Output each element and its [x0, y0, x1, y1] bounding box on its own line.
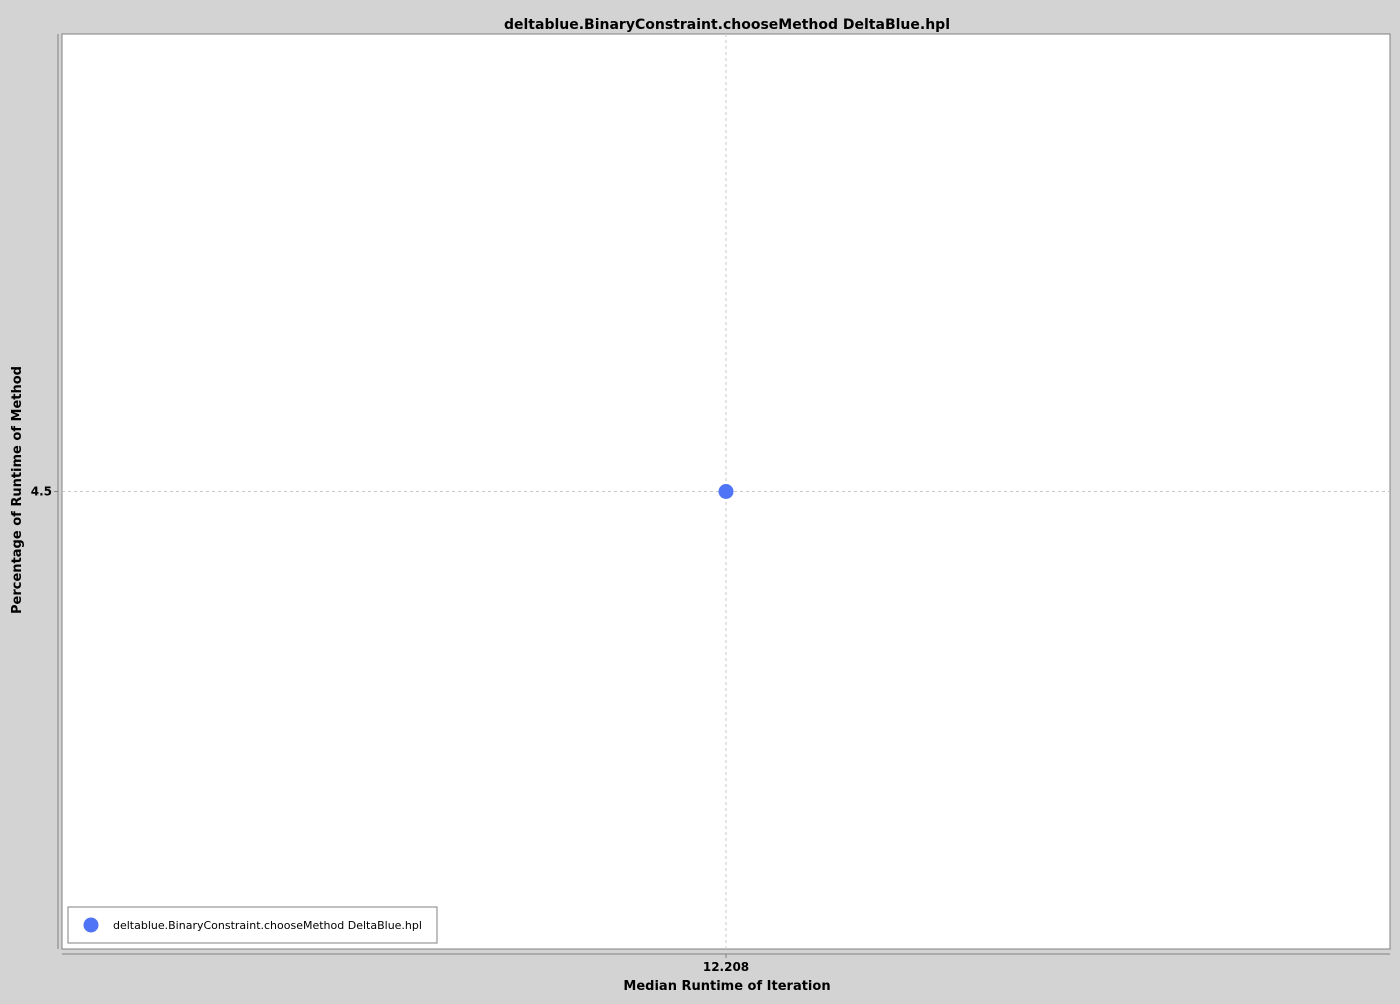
legend-marker: [83, 917, 99, 933]
y-tick-label: 4.5: [31, 485, 52, 499]
plot-area: 12.208 4.5: [31, 33, 1391, 974]
y-axis-label: Percentage of Runtime of Method: [10, 366, 25, 614]
x-tick-label: 12.208: [703, 960, 749, 974]
x-axis-label: Median Runtime of Iteration: [623, 979, 830, 994]
legend-label: deltablue.BinaryConstraint.chooseMethod …: [113, 919, 422, 932]
data-point: [718, 484, 734, 499]
legend-box: [67, 906, 438, 944]
legend: deltablue.BinaryConstraint.chooseMethod …: [67, 906, 438, 944]
chart-title: deltablue.BinaryConstraint.chooseMethod …: [504, 17, 950, 33]
